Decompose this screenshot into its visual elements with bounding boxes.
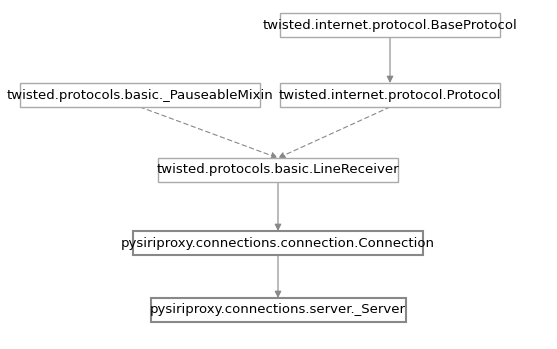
Text: twisted.internet.protocol.Protocol: twisted.internet.protocol.Protocol (279, 89, 501, 102)
FancyBboxPatch shape (280, 13, 500, 37)
Text: pysiriproxy.connections.connection.Connection: pysiriproxy.connections.connection.Conne… (121, 237, 435, 250)
FancyBboxPatch shape (20, 83, 260, 107)
FancyBboxPatch shape (133, 231, 423, 255)
Text: pysiriproxy.connections.server._Server: pysiriproxy.connections.server._Server (150, 304, 406, 317)
FancyBboxPatch shape (280, 83, 500, 107)
FancyBboxPatch shape (150, 298, 405, 322)
FancyBboxPatch shape (158, 158, 398, 182)
Text: twisted.protocols.basic._PauseableMixin: twisted.protocols.basic._PauseableMixin (7, 89, 273, 102)
Text: twisted.protocols.basic.LineReceiver: twisted.protocols.basic.LineReceiver (157, 163, 399, 177)
Text: twisted.internet.protocol.BaseProtocol: twisted.internet.protocol.BaseProtocol (262, 18, 517, 31)
